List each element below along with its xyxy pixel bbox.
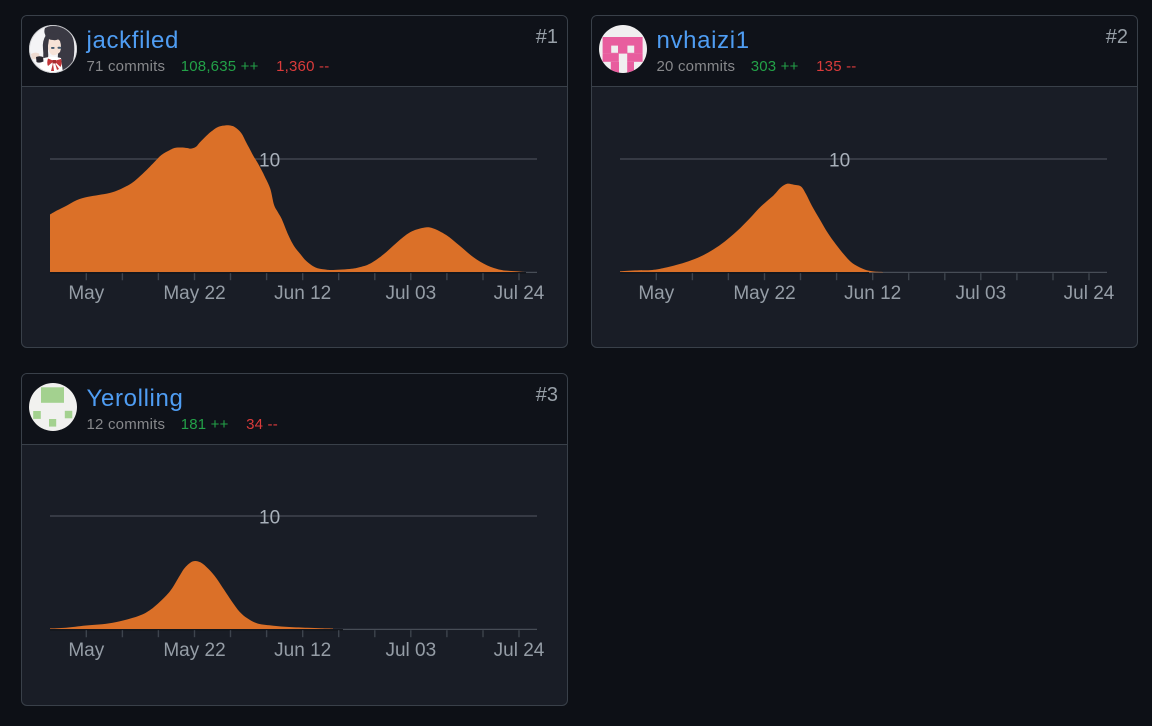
svg-text:May 22: May 22 (163, 283, 225, 304)
svg-text:May: May (68, 639, 104, 660)
svg-text:10: 10 (259, 507, 280, 528)
svg-text:Jul 03: Jul 03 (385, 639, 436, 660)
svg-text:Jun 12: Jun 12 (274, 639, 331, 660)
svg-text:Jun 12: Jun 12 (844, 283, 901, 304)
svg-text:May 22: May 22 (733, 283, 795, 304)
svg-text:Jul 24: Jul 24 (494, 283, 545, 304)
svg-text:May 22: May 22 (163, 639, 225, 660)
svg-text:May: May (68, 283, 104, 304)
svg-text:Jul 24: Jul 24 (494, 639, 545, 660)
svg-text:Jul 03: Jul 03 (385, 283, 436, 304)
svg-text:Jun 12: Jun 12 (274, 283, 331, 304)
svg-text:Jul 24: Jul 24 (1064, 283, 1115, 304)
svg-text:10: 10 (829, 150, 850, 171)
svg-text:10: 10 (259, 150, 280, 171)
svg-text:May: May (638, 283, 674, 304)
svg-text:Jul 03: Jul 03 (955, 283, 1006, 304)
